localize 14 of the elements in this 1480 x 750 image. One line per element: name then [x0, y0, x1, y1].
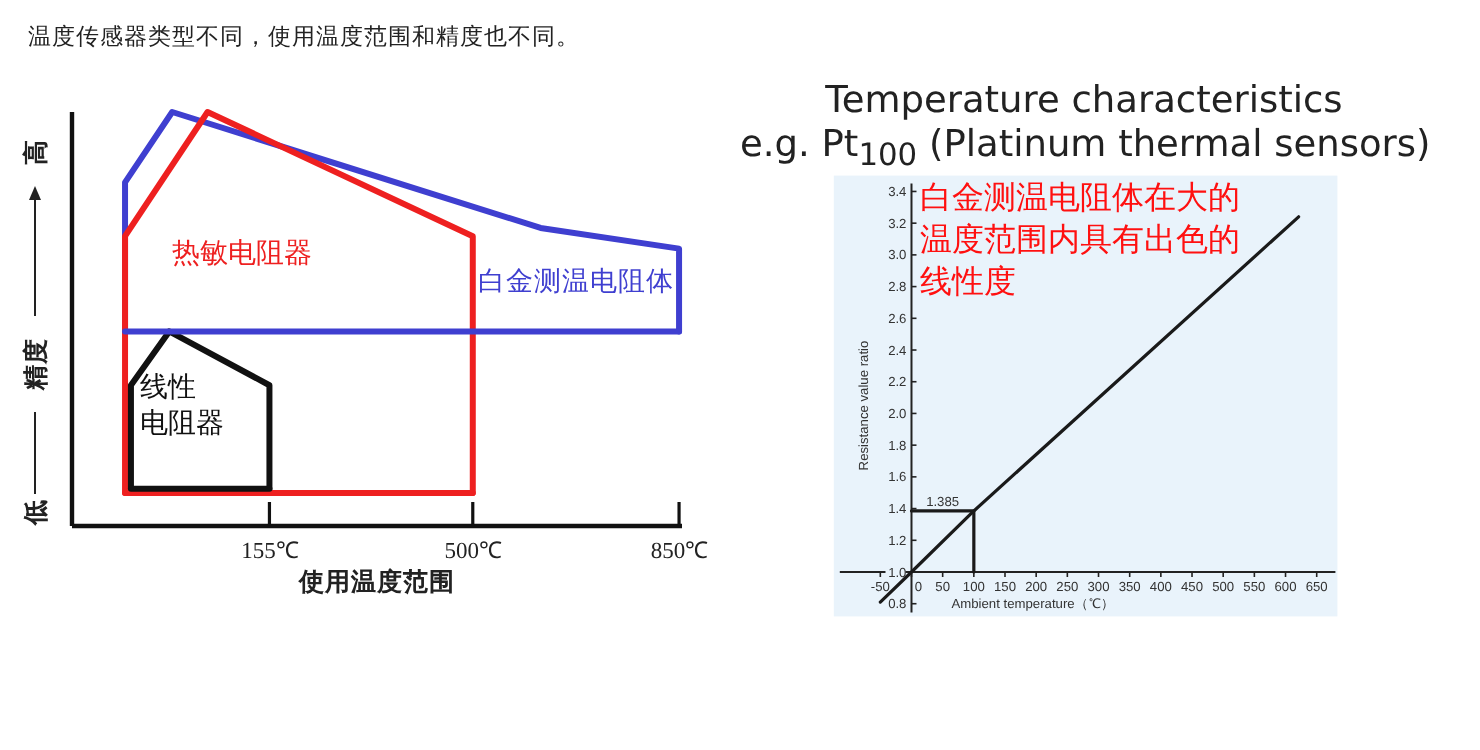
- x-tick-label: 500℃: [444, 540, 504, 564]
- text: 高: [20, 139, 50, 165]
- series-label: 白金测温电阻体: [478, 266, 674, 300]
- x-axis-title: 使用温度范围: [296, 566, 457, 600]
- x-tick-label: 155℃: [241, 540, 300, 564]
- y-axis-title: 精度: [20, 338, 50, 392]
- x-tick-label: 850℃: [650, 540, 710, 564]
- series-label: 线性电阻器: [140, 372, 224, 442]
- series-label: 热敏电阻器: [172, 238, 312, 273]
- chart-title: Temperature characteristics: [823, 80, 1343, 122]
- text: 低: [20, 499, 50, 527]
- annotation: 白金测温电阻体在大的温度范围内具有出色的线性度: [920, 176, 1242, 302]
- chart-subtitle: e.g. Pt$_{100}$ (Platinum thermal sensors): [740, 124, 1431, 174]
- chart-title: 温度传感器类型不同，使用温度范围和精度也不同。: [28, 22, 580, 52]
